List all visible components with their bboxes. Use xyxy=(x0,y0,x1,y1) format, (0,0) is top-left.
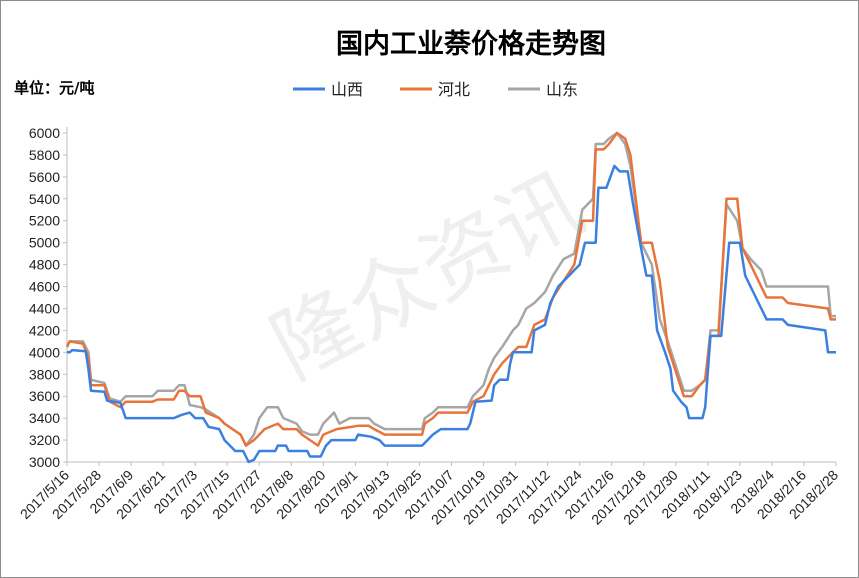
y-tick-label: 4400 xyxy=(29,300,60,316)
y-tick-label: 5600 xyxy=(29,169,60,185)
y-tick-label: 3600 xyxy=(29,388,60,404)
x-axis: 2017/5/162017/5/282017/6/92017/6/212017/… xyxy=(17,462,841,528)
series-line-1 xyxy=(67,164,836,464)
y-tick-label: 6000 xyxy=(29,125,60,141)
series-layer xyxy=(65,131,836,464)
unit-label: 单位：元/吨 xyxy=(14,79,94,97)
legend: 山西 河北 山东 xyxy=(293,80,578,99)
y-tick-label: 5200 xyxy=(29,213,60,229)
legend-label: 山西 xyxy=(331,80,363,99)
legend-label: 山东 xyxy=(546,80,578,99)
y-tick-label: 3400 xyxy=(29,410,60,426)
y-tick-label: 3000 xyxy=(29,454,60,470)
chart-title: 国内工业萘价格走势图 xyxy=(336,29,606,60)
series-line-2 xyxy=(65,131,836,447)
y-tick-label: 5400 xyxy=(29,191,60,207)
y-tick-label: 5000 xyxy=(29,235,60,251)
legend-label: 河北 xyxy=(438,80,470,99)
watermark: 隆众资讯 xyxy=(256,153,599,397)
y-tick-label: 5800 xyxy=(29,147,60,163)
series-line-3 xyxy=(65,131,836,447)
y-axis: 3000 3200 3400 3600 3800 4000 4200 4400 4600 4800… xyxy=(29,125,67,470)
y-tick-label: 4200 xyxy=(29,322,60,338)
y-tick-label: 4800 xyxy=(29,257,60,273)
y-tick-label: 4600 xyxy=(29,279,60,295)
y-tick-label: 4000 xyxy=(29,344,60,360)
y-tick-label: 3200 xyxy=(29,432,60,448)
y-tick-label: 3800 xyxy=(29,366,60,382)
